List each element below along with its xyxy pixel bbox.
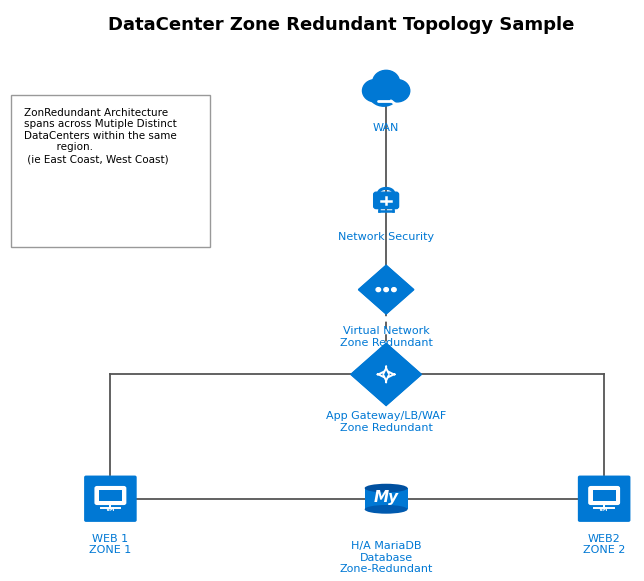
Text: Virtual Network
Zone Redundant: Virtual Network Zone Redundant: [339, 327, 433, 348]
FancyBboxPatch shape: [374, 192, 399, 209]
Text: WEB2
ZONE 2: WEB2 ZONE 2: [583, 534, 625, 555]
Circle shape: [384, 288, 388, 292]
Circle shape: [376, 288, 381, 292]
FancyBboxPatch shape: [84, 476, 137, 522]
Circle shape: [363, 80, 388, 102]
Text: VM: VM: [106, 507, 115, 512]
Text: WEB 1
ZONE 1: WEB 1 ZONE 1: [90, 534, 131, 555]
Ellipse shape: [365, 484, 408, 493]
Circle shape: [384, 80, 410, 102]
Polygon shape: [359, 265, 414, 314]
FancyBboxPatch shape: [365, 488, 408, 510]
FancyBboxPatch shape: [578, 476, 630, 522]
Circle shape: [398, 107, 403, 112]
Text: H/A MariaDB
Database
Zone-Redundant: H/A MariaDB Database Zone-Redundant: [339, 541, 433, 574]
Text: My: My: [374, 490, 399, 505]
Text: ZonRedundant Architecture
spans across Mutiple Distinct
DataCenters within the s: ZonRedundant Architecture spans across M…: [24, 107, 176, 164]
FancyBboxPatch shape: [592, 490, 616, 501]
Circle shape: [378, 76, 401, 97]
Polygon shape: [351, 343, 421, 406]
Circle shape: [392, 288, 396, 292]
Ellipse shape: [365, 505, 408, 514]
Text: DataCenter Zone Redundant Topology Sample: DataCenter Zone Redundant Topology Sampl…: [108, 16, 574, 34]
Text: Network Security: Network Security: [338, 232, 434, 242]
FancyBboxPatch shape: [588, 486, 620, 505]
Text: VM: VM: [600, 507, 609, 512]
FancyBboxPatch shape: [11, 95, 210, 248]
Circle shape: [373, 70, 399, 94]
Circle shape: [368, 80, 399, 106]
FancyBboxPatch shape: [99, 490, 122, 501]
Text: WAN: WAN: [373, 123, 399, 133]
Text: App Gateway/LB/WAF
Zone Redundant: App Gateway/LB/WAF Zone Redundant: [326, 411, 446, 433]
FancyBboxPatch shape: [95, 486, 126, 505]
